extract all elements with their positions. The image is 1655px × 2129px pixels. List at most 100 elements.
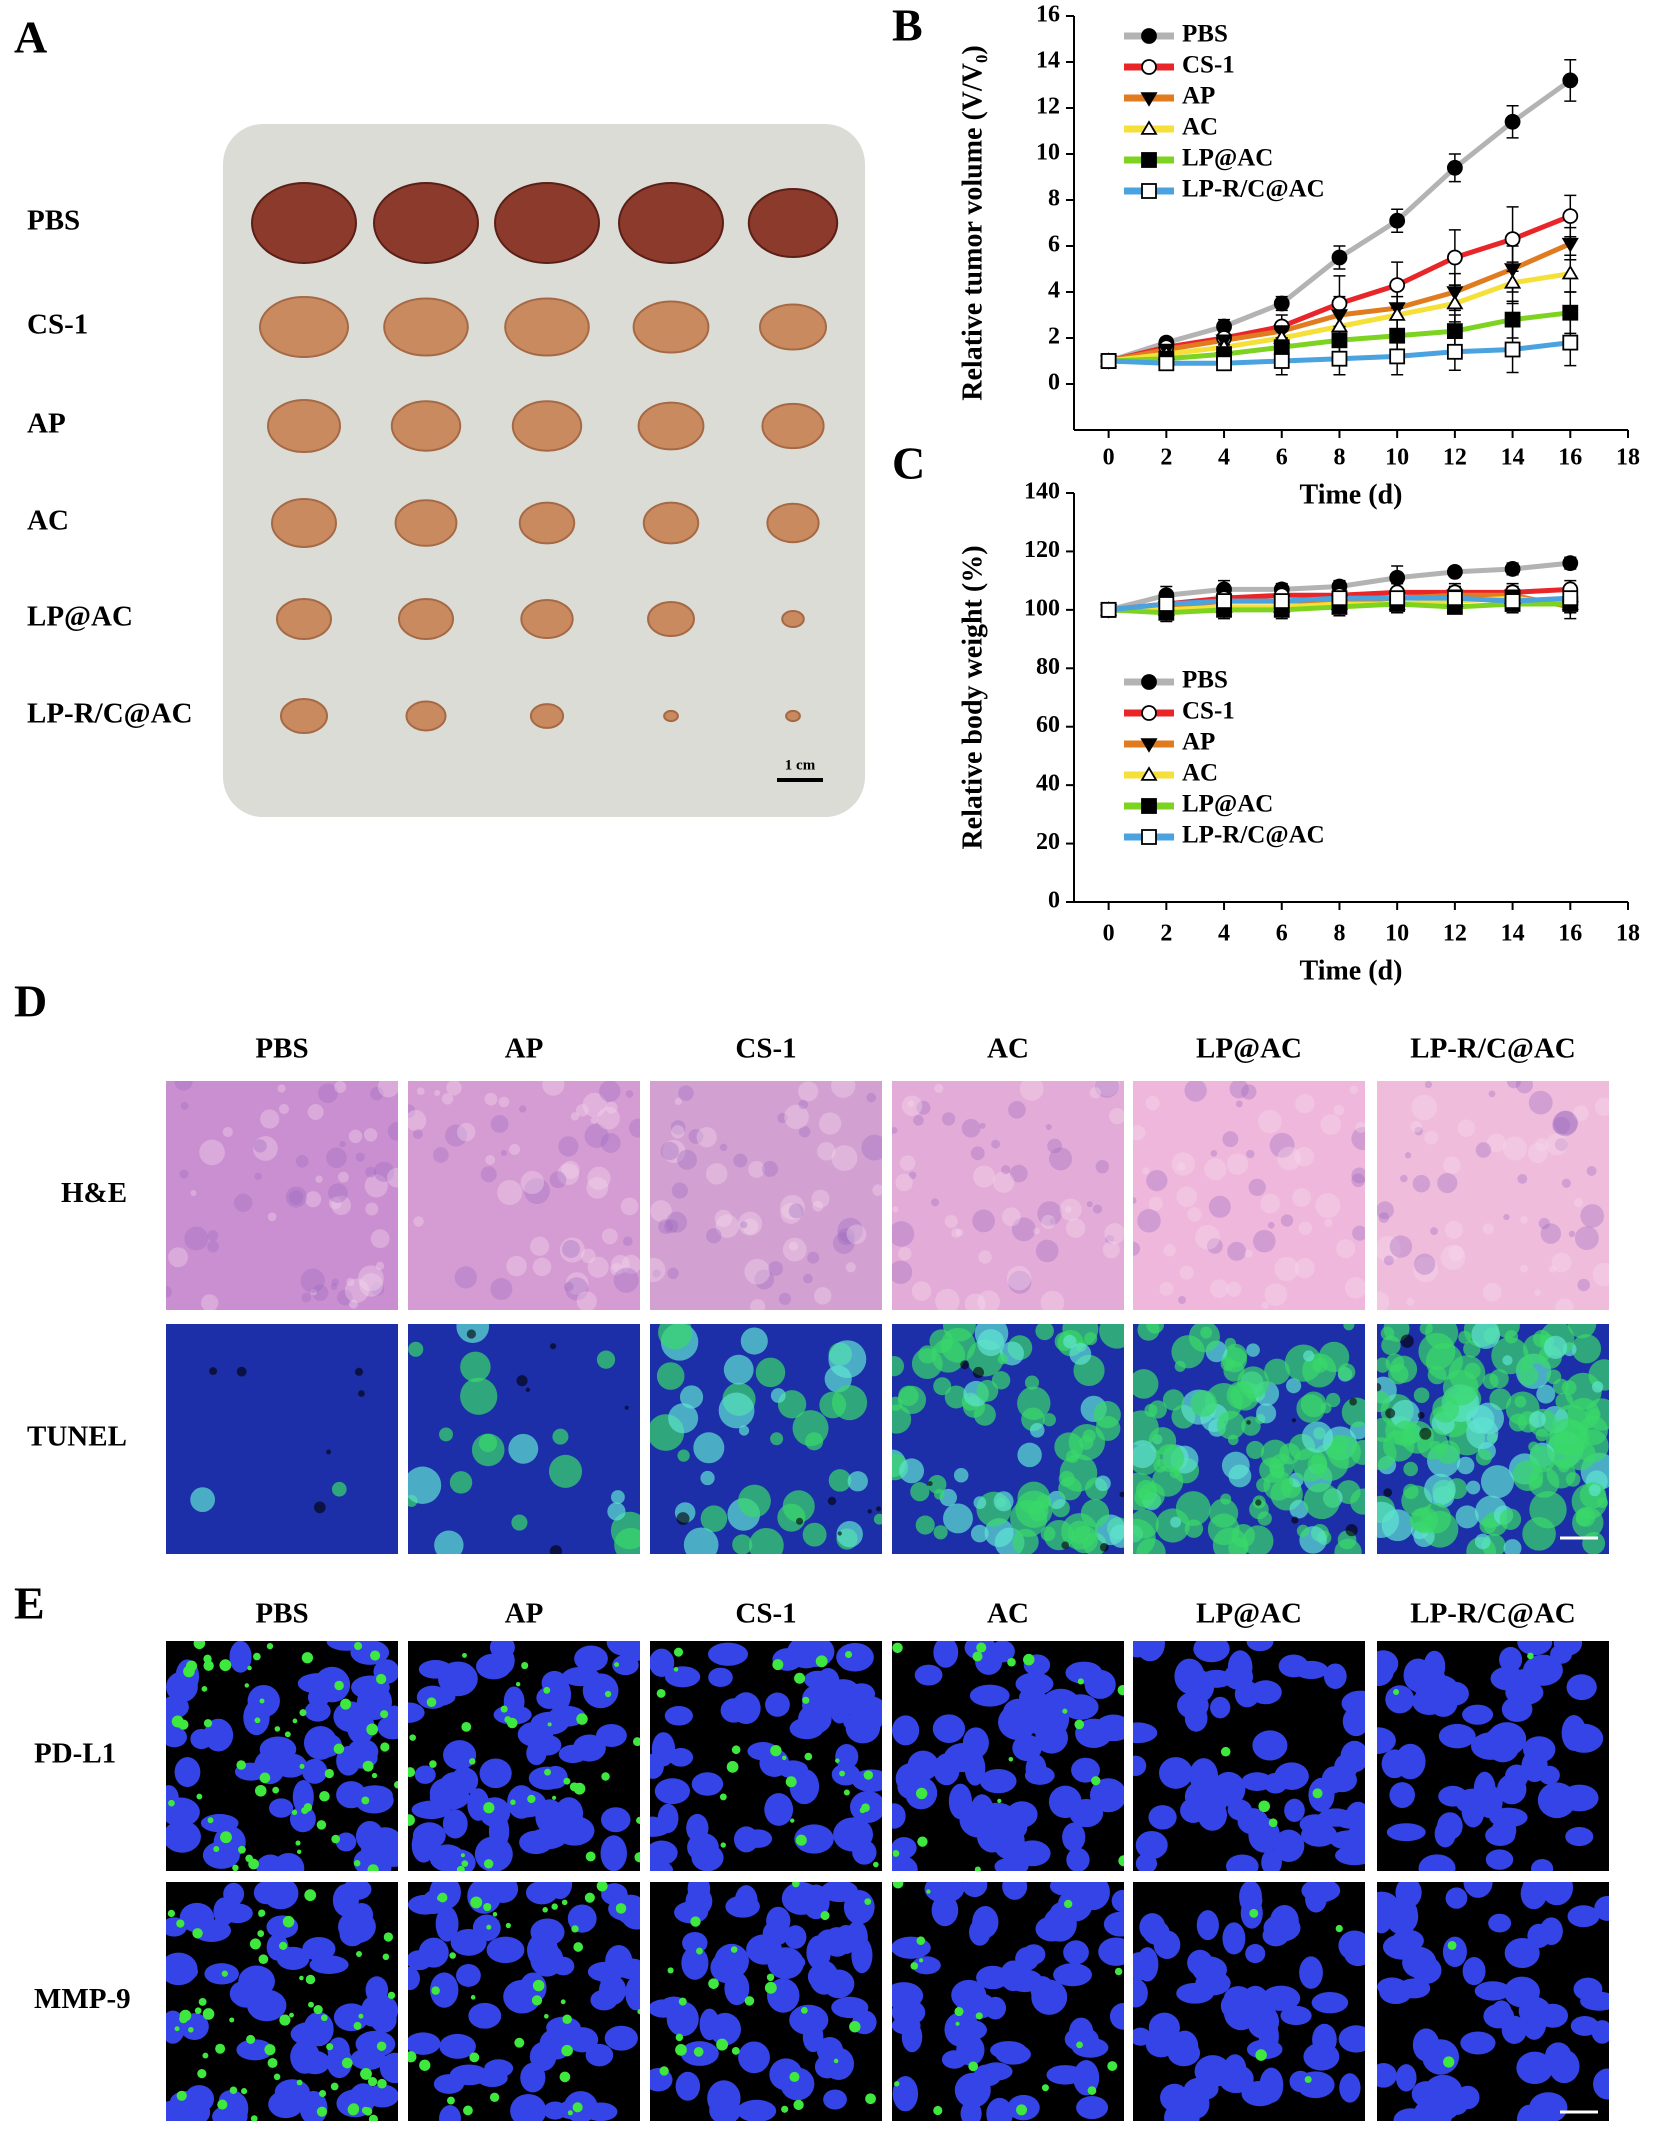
if-signal	[301, 1652, 314, 1664]
he-texture	[1324, 1218, 1333, 1227]
he-texture	[454, 1266, 477, 1289]
if-signal	[561, 1899, 568, 1906]
row-label: LP@AC	[27, 601, 133, 633]
he-texture	[1527, 1142, 1548, 1163]
tunel-signal	[1264, 1358, 1291, 1385]
nucleus	[764, 1793, 794, 1826]
nucleus	[1109, 2002, 1124, 2030]
he-texture	[629, 1118, 640, 1138]
tunel-dark	[1246, 1420, 1251, 1425]
if-signal	[1064, 1899, 1073, 1909]
tunel-signal	[718, 1392, 755, 1429]
he-texture	[670, 1120, 686, 1135]
tunel-signal	[1042, 1413, 1056, 1427]
y-axis-label: Relative body weight (%)	[957, 545, 988, 849]
legend-label: AC	[1182, 114, 1218, 141]
nucleus	[585, 2043, 614, 2067]
tunel-signal	[1292, 1447, 1328, 1482]
if-signal	[316, 2106, 328, 2117]
nucleus	[600, 1807, 631, 1833]
nucleus	[304, 1701, 331, 1722]
nucleus	[297, 1673, 338, 1694]
he-texture	[742, 1218, 759, 1235]
tunel-signal	[1216, 1410, 1246, 1440]
if-signal	[197, 2069, 207, 2079]
if-signal	[259, 1698, 265, 1704]
if-signal	[249, 1938, 261, 1950]
nucleus	[1227, 1650, 1253, 1685]
if-signal	[1117, 1684, 1124, 1696]
nucleus	[901, 2021, 923, 2053]
he-texture	[339, 1140, 346, 1148]
nucleus	[829, 1692, 850, 1724]
he-texture	[1264, 1283, 1288, 1306]
he-texture	[300, 1268, 325, 1293]
he-texture	[601, 1228, 618, 1245]
tunel-dark	[796, 1517, 804, 1525]
column-label: AC	[987, 1033, 1029, 1065]
tunel-signal	[439, 1427, 453, 1442]
if-signal	[483, 1802, 495, 1814]
if-signal	[291, 1809, 298, 1816]
legend-label: LP@AC	[1182, 791, 1273, 818]
if-signal	[744, 1996, 755, 2006]
tunel-signal	[770, 1388, 786, 1403]
he-texture	[370, 1282, 385, 1296]
tunel-signal	[434, 1530, 464, 1554]
nucleus	[1567, 1905, 1600, 1928]
nucleus	[1460, 2031, 1496, 2055]
he-texture	[1377, 1201, 1394, 1220]
he-texture	[587, 1256, 609, 1278]
tunel-dark	[209, 1367, 218, 1375]
tunel-signal	[1099, 1324, 1124, 1349]
he-texture	[913, 1114, 924, 1126]
marker	[1446, 563, 1463, 580]
y-tick-label: 8	[1048, 186, 1060, 212]
if-signal	[915, 1787, 928, 1800]
he-texture	[1295, 1093, 1315, 1114]
nucleus	[1006, 1801, 1038, 1828]
he-texture	[831, 1145, 858, 1171]
nucleus	[831, 1996, 869, 2019]
he-texture	[344, 1278, 370, 1303]
nucleus	[1523, 1654, 1563, 1686]
nucleus	[1249, 1680, 1282, 1705]
he-texture	[1019, 1081, 1044, 1101]
if-signal	[449, 1952, 456, 1959]
tunel-signal	[748, 1527, 784, 1554]
he-texture	[611, 1254, 630, 1274]
if-signal	[408, 2051, 417, 2063]
he-texture	[992, 1171, 1015, 1193]
nucleus	[914, 1664, 943, 1686]
nucleus	[1193, 1641, 1230, 1663]
micrograph-content	[892, 1324, 1124, 1554]
nucleus	[1312, 2023, 1337, 2056]
tunel-dark	[1349, 1397, 1357, 1406]
if-signal	[483, 1859, 494, 1869]
legend-marker	[1140, 738, 1158, 753]
if-signal	[1016, 2104, 1028, 2116]
nucleus	[1135, 1830, 1168, 1860]
tumor	[271, 498, 337, 548]
nucleus	[1438, 1723, 1476, 1749]
he-texture	[1226, 1281, 1242, 1297]
nucleus	[1062, 1694, 1099, 1720]
nucleus	[1148, 2012, 1180, 2043]
nucleus	[166, 1695, 189, 1719]
nucleus	[1071, 1757, 1100, 1783]
nucleus	[1385, 1898, 1418, 1926]
column-label: LP-R/C@AC	[1410, 1033, 1576, 1065]
if-signal	[194, 2007, 202, 2015]
nucleus	[443, 1740, 477, 1770]
tunel-signal	[1528, 1466, 1560, 1498]
he-texture	[784, 1104, 809, 1130]
tunel-signal	[1024, 1375, 1040, 1390]
he-texture	[1104, 1223, 1124, 1244]
he-texture	[1378, 1212, 1390, 1223]
he-texture	[1594, 1097, 1609, 1116]
if-signal	[254, 1717, 261, 1724]
he-texture	[1448, 1245, 1464, 1261]
nucleus	[1334, 1754, 1358, 1781]
nucleus	[1135, 1853, 1158, 1871]
tunel-signal	[1184, 1519, 1204, 1538]
